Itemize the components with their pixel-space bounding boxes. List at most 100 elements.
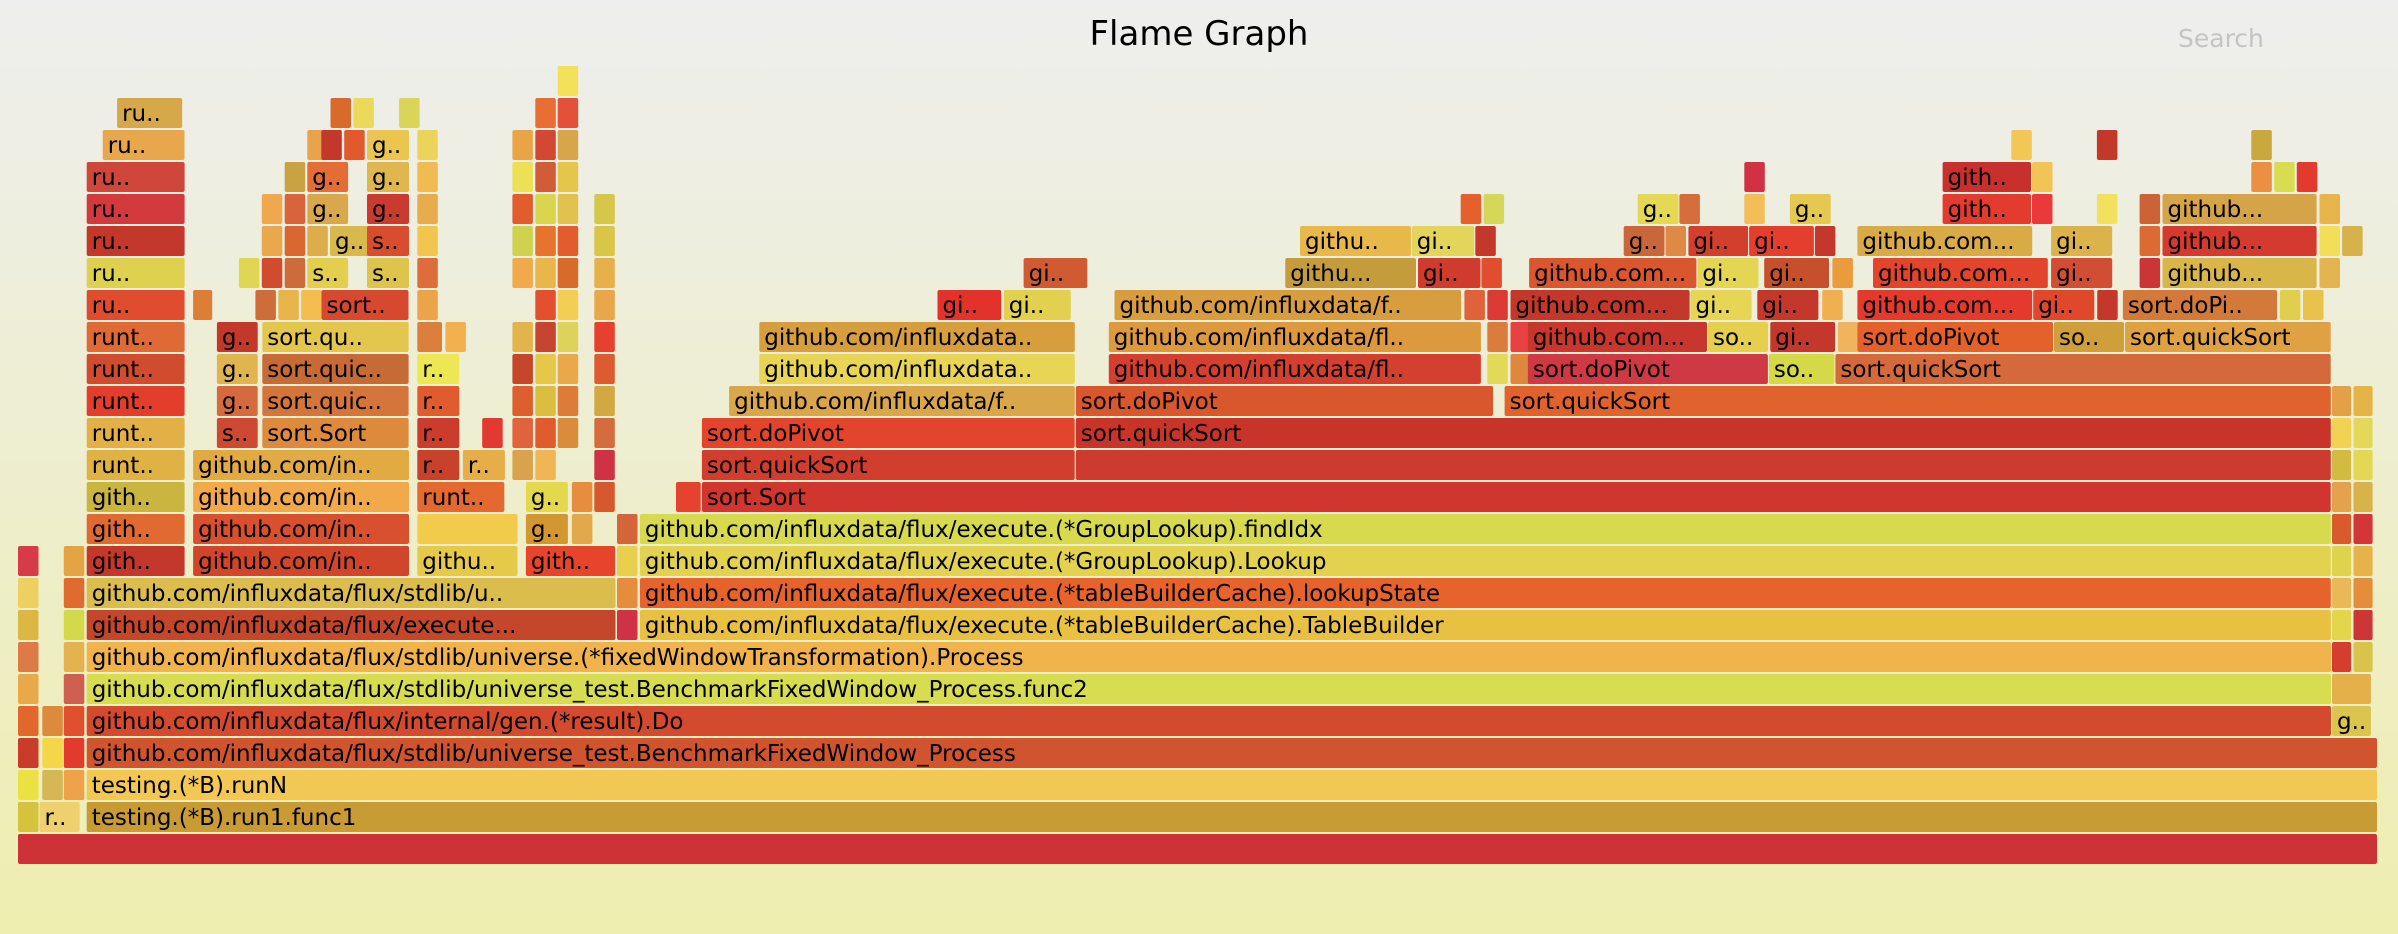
frame-rect[interactable] <box>2279 290 2301 320</box>
flame-frame[interactable] <box>557 98 579 128</box>
flame-frame[interactable] <box>1744 194 1765 224</box>
frame-rect[interactable] <box>2051 258 2113 288</box>
frame-rect[interactable] <box>238 258 260 288</box>
frame-rect[interactable] <box>2032 162 2053 192</box>
frame-rect[interactable] <box>417 546 518 576</box>
frame-rect[interactable] <box>353 98 374 128</box>
flame-frame[interactable]: ru.. <box>86 258 185 288</box>
flame-frame[interactable]: s.. <box>367 258 409 288</box>
frame-rect[interactable] <box>701 450 1075 480</box>
frame-rect[interactable] <box>86 482 185 512</box>
frame-rect[interactable] <box>330 226 371 256</box>
frame-rect[interactable] <box>86 578 616 608</box>
frame-rect[interactable] <box>2139 226 2161 256</box>
frame-rect[interactable] <box>1510 290 1690 320</box>
flame-frame[interactable] <box>193 290 213 320</box>
frame-rect[interactable] <box>701 418 1075 448</box>
frame-rect[interactable] <box>417 130 438 160</box>
flame-frame[interactable]: gith.. <box>86 546 185 576</box>
frame-rect[interactable] <box>2353 482 2373 512</box>
frame-rect[interactable] <box>2011 130 2032 160</box>
flame-frame[interactable] <box>238 258 260 288</box>
frame-rect[interactable] <box>1464 290 1485 320</box>
frame-rect[interactable] <box>617 578 638 608</box>
flame-frame[interactable]: github.com/influxdata/flux/execute.(*Gro… <box>639 514 2331 544</box>
flame-frame[interactable] <box>535 418 556 448</box>
flame-frame[interactable] <box>417 322 442 352</box>
flame-frame[interactable]: r.. <box>417 354 460 384</box>
flame-frame[interactable] <box>2097 290 2118 320</box>
frame-rect[interactable] <box>18 706 39 736</box>
frame-rect[interactable] <box>18 546 39 576</box>
frame-rect[interactable] <box>417 450 460 480</box>
flame-frame[interactable] <box>2353 482 2373 512</box>
frame-rect[interactable] <box>2054 322 2124 352</box>
frame-rect[interactable] <box>525 514 568 544</box>
flame-frame[interactable]: sort.quic.. <box>262 386 409 416</box>
frame-rect[interactable] <box>571 482 593 512</box>
flame-frame[interactable] <box>557 354 579 384</box>
frame-rect[interactable] <box>1942 162 2031 192</box>
flame-frame[interactable] <box>594 386 615 416</box>
flame-frame[interactable] <box>571 482 593 512</box>
flame-frame[interactable] <box>278 290 299 320</box>
frame-rect[interactable] <box>307 258 349 288</box>
flame-frame[interactable]: g.. <box>367 162 409 192</box>
frame-rect[interactable] <box>193 514 409 544</box>
frame-rect[interactable] <box>535 194 556 224</box>
flame-frame[interactable]: sort.doPivot <box>1527 354 1768 384</box>
frame-rect[interactable] <box>1637 194 1679 224</box>
frame-rect[interactable] <box>2122 290 2277 320</box>
frame-rect[interactable] <box>1623 226 1665 256</box>
flame-frame[interactable] <box>535 450 556 480</box>
flame-frame[interactable]: github.com/influxdata.. <box>759 354 1075 384</box>
frame-rect[interactable] <box>86 514 185 544</box>
frame-rect[interactable] <box>216 354 258 384</box>
frame-rect[interactable] <box>535 130 556 160</box>
flame-frame[interactable]: r.. <box>462 450 505 480</box>
flame-frame[interactable] <box>2274 162 2295 192</box>
flame-frame[interactable] <box>557 66 579 96</box>
frame-rect[interactable] <box>2342 226 2363 256</box>
flame-frame[interactable] <box>535 194 556 224</box>
frame-rect[interactable] <box>1873 258 2048 288</box>
flame-frame[interactable] <box>2319 194 2341 224</box>
frame-rect[interactable] <box>1708 322 1769 352</box>
frame-rect[interactable] <box>512 258 533 288</box>
frame-rect[interactable] <box>2032 194 2053 224</box>
frame-rect[interactable] <box>512 162 533 192</box>
frame-rect[interactable] <box>2332 706 2371 736</box>
flame-frame[interactable] <box>2332 482 2352 512</box>
frame-rect[interactable] <box>557 258 579 288</box>
flame-frame[interactable]: github.com/influxdata/flux/internal/gen.… <box>86 706 2332 736</box>
frame-rect[interactable] <box>117 98 183 128</box>
flame-frame[interactable] <box>1832 258 1853 288</box>
frame-rect[interactable] <box>86 290 185 320</box>
frame-rect[interactable] <box>1749 226 1814 256</box>
flame-frame[interactable] <box>557 162 579 192</box>
frame-rect[interactable] <box>261 226 283 256</box>
flame-frame[interactable] <box>2332 546 2352 576</box>
flame-frame[interactable] <box>42 770 63 800</box>
flame-frame[interactable]: gi.. <box>1749 226 1814 256</box>
frame-rect[interactable] <box>18 578 39 608</box>
flame-frame[interactable] <box>557 386 579 416</box>
frame-rect[interactable] <box>1744 194 1765 224</box>
flame-frame[interactable] <box>1483 194 1505 224</box>
flame-frame[interactable] <box>594 418 615 448</box>
flame-frame[interactable]: githu.. <box>1300 226 1411 256</box>
flame-frame[interactable]: g.. <box>1789 194 1831 224</box>
frame-rect[interactable] <box>1857 322 2053 352</box>
frame-rect[interactable] <box>557 354 579 384</box>
flame-frame[interactable]: gi.. <box>1764 258 1829 288</box>
flame-frame[interactable] <box>594 258 615 288</box>
flame-frame[interactable] <box>2332 386 2352 416</box>
frame-rect[interactable] <box>1504 386 2331 416</box>
frame-rect[interactable] <box>557 386 579 416</box>
frame-rect[interactable] <box>759 354 1075 384</box>
frame-rect[interactable] <box>417 322 442 352</box>
frame-rect[interactable] <box>1075 418 2331 448</box>
frame-rect[interactable] <box>482 418 503 448</box>
flame-frame[interactable] <box>2319 258 2341 288</box>
frame-rect[interactable] <box>594 450 615 480</box>
